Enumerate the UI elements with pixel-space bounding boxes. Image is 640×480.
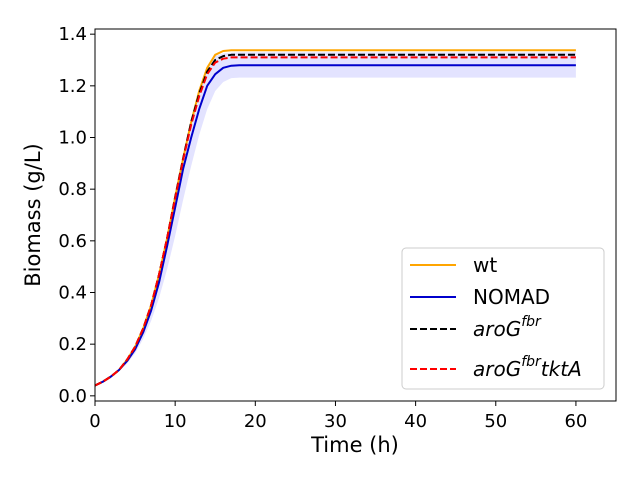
x-tick-label: 50 <box>484 411 507 432</box>
plot-frame <box>94 28 617 402</box>
x-tick-label: 40 <box>404 411 427 432</box>
y-tick-label: 0.6 <box>58 231 87 252</box>
x-tick-label: 10 <box>164 411 187 432</box>
series-lines <box>94 49 576 387</box>
y-tick-label: 0.8 <box>58 179 87 200</box>
y-axis-ticks: 0.0 0.2 0.4 0.6 0.8 1.0 1.2 1.4 <box>58 24 95 407</box>
y-tick-label: 0.4 <box>58 283 87 304</box>
legend-label-2: aroGfbr <box>473 314 542 341</box>
legend: wt NOMAD aroGfbr aroGfbrtktA <box>401 247 605 390</box>
legend-label-0: wt <box>473 253 497 277</box>
x-tick-label: 20 <box>244 411 267 432</box>
y-axis-label: Biomass (g/L) <box>21 143 45 286</box>
x-tick-label: 30 <box>324 411 347 432</box>
y-tick-label: 1.4 <box>58 24 87 45</box>
x-tick-label: 0 <box>89 411 100 432</box>
y-tick-label: 0.0 <box>58 386 87 407</box>
x-tick-label: 60 <box>564 411 587 432</box>
legend-label-1: NOMAD <box>473 285 550 309</box>
x-axis-ticks: 0 10 20 30 40 50 60 <box>89 401 587 432</box>
y-tick-label: 1.2 <box>58 76 87 97</box>
x-axis-label: Time (h) <box>310 433 399 457</box>
y-tick-label: 0.2 <box>58 334 87 355</box>
line-series-0 <box>94 49 576 387</box>
y-tick-label: 1.0 <box>58 128 87 149</box>
legend-box <box>401 247 605 390</box>
line-series-1 <box>94 64 576 387</box>
line-series-3 <box>94 56 576 387</box>
legend-label-3: aroGfbrtktA <box>473 354 582 381</box>
